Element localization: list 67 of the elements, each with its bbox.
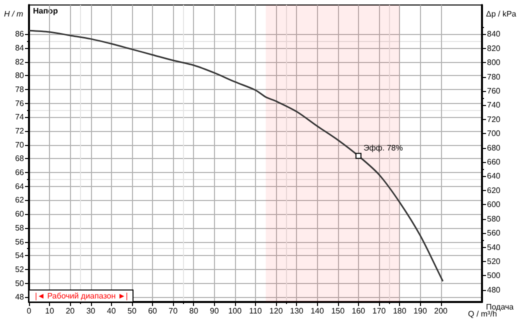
x-tick-label: 100 bbox=[228, 306, 242, 316]
y2-tick-label: 560 bbox=[487, 228, 501, 238]
x-tick-label: 80 bbox=[189, 306, 199, 316]
x-tick-label: 200 bbox=[434, 306, 448, 316]
y2-axis-title: Δp / kPa bbox=[486, 10, 517, 18]
y2-tick-label: 800 bbox=[487, 58, 501, 68]
x-tick-label: 170 bbox=[372, 306, 386, 316]
y2-tick-label: 480 bbox=[487, 285, 501, 294]
y-tick-label: 66 bbox=[15, 168, 25, 178]
y-tick-label: 78 bbox=[15, 84, 25, 94]
y2-tick-label: 720 bbox=[487, 114, 501, 124]
y2-tick-label: 500 bbox=[487, 271, 501, 280]
y2-tick-label: 680 bbox=[487, 143, 501, 152]
x-tick-label: 120 bbox=[269, 306, 284, 316]
y-tick-label: 72 bbox=[15, 126, 25, 136]
y2-tick-label: 820 bbox=[487, 44, 501, 53]
y2-tick-label: 520 bbox=[487, 257, 501, 266]
x-tick-label: 130 bbox=[290, 306, 304, 316]
y2-tick-label: 660 bbox=[487, 158, 501, 167]
x-tick-label: 0 bbox=[26, 306, 32, 316]
x-tick-label: 60 bbox=[148, 306, 158, 316]
annotation: Эфф. 78% bbox=[363, 143, 403, 152]
y-tick-label: 48 bbox=[15, 292, 25, 302]
x-tick-label: 90 bbox=[210, 306, 220, 316]
y-tick-label: 86 bbox=[15, 30, 25, 39]
y-tick-label: 74 bbox=[15, 112, 25, 122]
y-tick-label: 58 bbox=[15, 223, 25, 232]
x-tick-label: 10 bbox=[45, 306, 55, 316]
y-tick-label: 62 bbox=[15, 196, 25, 205]
y-tick-label: 68 bbox=[15, 154, 25, 164]
x-tick-label: 40 bbox=[106, 306, 116, 316]
x-tick-label: 190 bbox=[414, 306, 428, 316]
x-tick-label: 150 bbox=[331, 306, 346, 316]
y2-tick-label: 620 bbox=[487, 186, 501, 195]
y2-tick-label: 540 bbox=[487, 242, 501, 252]
y2-tick-label: 760 bbox=[487, 86, 501, 96]
y-axis-title: H / m bbox=[4, 10, 24, 18]
y2-tick-label: 600 bbox=[487, 200, 501, 210]
y2-tick-label: 780 bbox=[487, 72, 501, 82]
y2-tick-label: 740 bbox=[487, 100, 501, 110]
y2-tick-label: 580 bbox=[487, 214, 501, 224]
y2-tick-label: 640 bbox=[487, 172, 501, 181]
y-tick-label: 60 bbox=[15, 210, 25, 219]
text: Подача bbox=[486, 302, 514, 312]
y-tick-label: 82 bbox=[15, 57, 25, 66]
y2-tick-label: 840 bbox=[487, 30, 501, 39]
x-tick-label: 70 bbox=[168, 306, 178, 316]
y-tick-label: 52 bbox=[15, 264, 25, 274]
y-tick-label: 50 bbox=[15, 278, 25, 288]
y2-tick-label: 700 bbox=[487, 129, 501, 138]
y-tick-label: 70 bbox=[15, 140, 25, 150]
x-tick-label: 180 bbox=[392, 306, 407, 316]
y-tick-label: 64 bbox=[15, 182, 25, 191]
x-tick-label: 20 bbox=[66, 306, 76, 316]
x-tick-label: 160 bbox=[352, 306, 366, 316]
band-label: |◄ Рабочий диапазон ►| bbox=[35, 292, 128, 300]
line-series bbox=[28, 30, 444, 282]
y-tick-label: 80 bbox=[15, 71, 25, 80]
x-tick-label: 110 bbox=[249, 306, 262, 316]
x-axis-title: Q / m³/h bbox=[468, 310, 497, 318]
x-tick-label: 140 bbox=[310, 306, 324, 316]
x-tick-label: 50 bbox=[128, 306, 137, 316]
x-tick-label: 30 bbox=[86, 306, 96, 316]
y-tick-label: 76 bbox=[15, 98, 25, 108]
y-tick-label: 56 bbox=[15, 237, 25, 246]
y-tick-label: 84 bbox=[15, 43, 25, 52]
y-tick-label: 54 bbox=[15, 251, 25, 260]
